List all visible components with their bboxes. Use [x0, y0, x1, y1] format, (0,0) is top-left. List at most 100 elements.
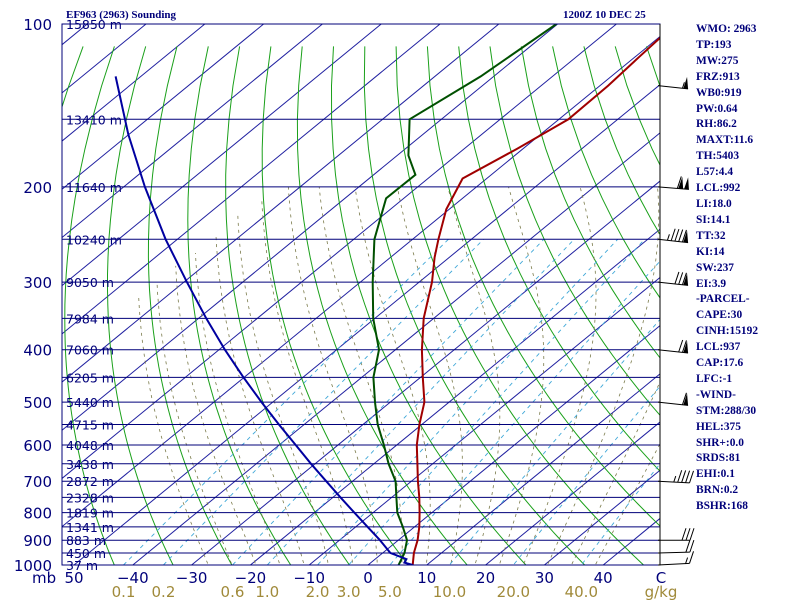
wind-barb-staff	[657, 238, 689, 244]
height-label: 4048 m	[66, 438, 114, 453]
pressure-tick-label: 1000	[14, 557, 52, 575]
wind-barb-flag	[674, 271, 680, 285]
wind-barb-half-flag	[685, 557, 689, 564]
dry-adiabat	[261, 46, 409, 565]
index-item: STM:288/30	[696, 404, 757, 417]
wind-barb	[657, 339, 689, 354]
temperature-tick-label: −30	[176, 569, 208, 587]
moist-adiabat	[546, 186, 660, 565]
index-item: EI:3.9	[696, 277, 727, 290]
mixing-ratio-label: 20.0	[497, 583, 530, 600]
index-item: -PARCEL-	[696, 293, 750, 306]
wind-barb-staff	[657, 85, 689, 90]
dry-adiabat	[147, 46, 233, 565]
index-item: TH:5403	[696, 150, 740, 163]
height-label: 37 m	[66, 558, 98, 573]
index-item: MAXT:11.6	[696, 134, 754, 147]
y-axis-label: mb	[32, 569, 56, 587]
index-item: WB0:919	[696, 86, 742, 99]
moist-adiabat	[287, 186, 378, 565]
dry-adiabat	[107, 46, 174, 565]
index-item: LI:18.0	[696, 197, 732, 210]
wind-barb	[657, 176, 689, 190]
valid-time: 1200Z 10 DEC 25	[563, 9, 646, 21]
temperature-trace	[411, 36, 660, 565]
pressure-tick-label: 300	[23, 274, 52, 292]
height-label: 9050 m	[66, 275, 114, 290]
index-item: L57:4.4	[696, 166, 734, 179]
isotherm	[308, 276, 660, 565]
plot-area	[0, 24, 660, 576]
index-item: SW:237	[696, 261, 734, 274]
parcel-trace	[114, 76, 413, 565]
pressure-tick-label: 200	[23, 179, 52, 197]
indices-panel: WMO: 2963 TP:193 MW:275 FRZ:913 WB0:919 PW:0.…	[696, 22, 800, 515]
wind-barb-staff	[657, 186, 689, 190]
index-item: FRZ:913	[696, 70, 740, 83]
height-label: 10240 m	[66, 232, 122, 247]
moist-adiabat	[138, 297, 209, 565]
height-label: 6205 m	[66, 370, 114, 385]
wind-barb-half-flag	[666, 234, 670, 241]
temperature-tick-label: 20	[476, 569, 495, 587]
wind-barb-flag	[681, 392, 687, 405]
index-item: BSHR:168	[696, 500, 748, 513]
height-label: 4715 m	[66, 418, 114, 433]
wind-barb-flag	[689, 551, 694, 564]
isotherm	[62, 24, 264, 190]
dry-adiabat	[426, 46, 660, 527]
index-item: SHR+:0.0	[696, 436, 744, 449]
height-label: 13410 m	[66, 112, 122, 127]
height-label: 1341 m	[66, 520, 114, 535]
wind-barb-flag	[676, 176, 682, 189]
index-item: BRN:0.2	[696, 484, 739, 497]
wind-barb-staff	[657, 551, 690, 554]
isotherm	[62, 24, 441, 335]
wind-barb-flag	[685, 540, 691, 553]
isotherm	[367, 325, 660, 565]
height-label: 7060 m	[66, 343, 114, 358]
mixing-ratio-label: 0.2	[152, 583, 176, 600]
wind-barb	[657, 551, 694, 566]
mixing-ratio-unit: g/kg	[645, 583, 678, 600]
wind-barb-flag	[670, 228, 676, 241]
pressure-tick-label: 600	[23, 437, 52, 455]
index-item: PW:0.64	[696, 102, 738, 115]
pressure-tick-label: 400	[23, 342, 52, 360]
dry-adiabat	[187, 46, 292, 565]
mixing-ratio-label: 10.0	[433, 583, 466, 600]
moist-adiabat	[215, 234, 305, 565]
index-item: CINH:15192	[696, 325, 759, 338]
wind-barb-pennant	[684, 177, 689, 190]
dry-adiabat	[363, 46, 586, 565]
temperature-tick-label: −10	[293, 569, 325, 587]
dry-adiabat	[552, 46, 660, 299]
pressure-tick-label: 700	[23, 473, 52, 491]
dry-adiabat	[458, 46, 660, 472]
wind-barb-flag	[677, 470, 683, 483]
index-item: -WIND-	[696, 388, 736, 401]
wind-barb-flag	[689, 528, 695, 541]
moist-adiabat	[522, 186, 597, 565]
temperature-tick-label: 10	[417, 569, 436, 587]
height-label: 15850 m	[66, 17, 122, 32]
mixing-ratio-line	[348, 238, 645, 565]
wind-barb-pennant	[683, 230, 689, 243]
wind-barb	[657, 539, 695, 554]
dry-adiabat	[330, 46, 527, 565]
index-item: LCL:992	[696, 182, 741, 195]
height-label: 1819 m	[66, 506, 114, 521]
wind-barb	[658, 528, 695, 541]
dewpoint-trace	[371, 24, 557, 565]
wind-barb-flag	[689, 539, 695, 553]
moist-adiabat	[396, 186, 463, 565]
dry-adiabat	[0, 46, 52, 576]
mixing-ratio-label: 3.0	[337, 583, 361, 600]
wind-barb	[657, 228, 689, 244]
wind-barb	[657, 470, 694, 484]
index-item: TT:32	[696, 229, 726, 242]
wind-barb-pennant	[678, 176, 684, 189]
index-item: RH:86.2	[696, 118, 737, 131]
index-item: TP:193	[696, 38, 732, 51]
index-item: MW:275	[696, 54, 739, 67]
